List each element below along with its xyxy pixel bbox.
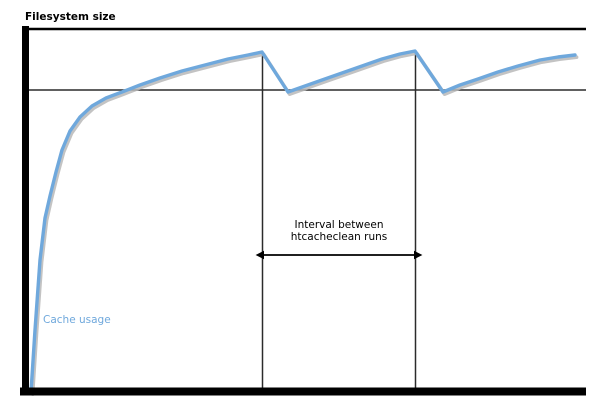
- interval-annotation-line-2: htcacheclean runs: [290, 231, 388, 244]
- cache-usage-curve: [29, 49, 577, 394]
- cache-usage-curve-shadow: [30, 51, 579, 397]
- interval-annotation: Interval between htcacheclean runs: [263, 219, 415, 243]
- interval-annotation-line-1: Interval between: [294, 219, 384, 231]
- cache-usage-label: Cache usage: [43, 314, 111, 326]
- filesystem-size-label: Filesystem size: [25, 11, 116, 23]
